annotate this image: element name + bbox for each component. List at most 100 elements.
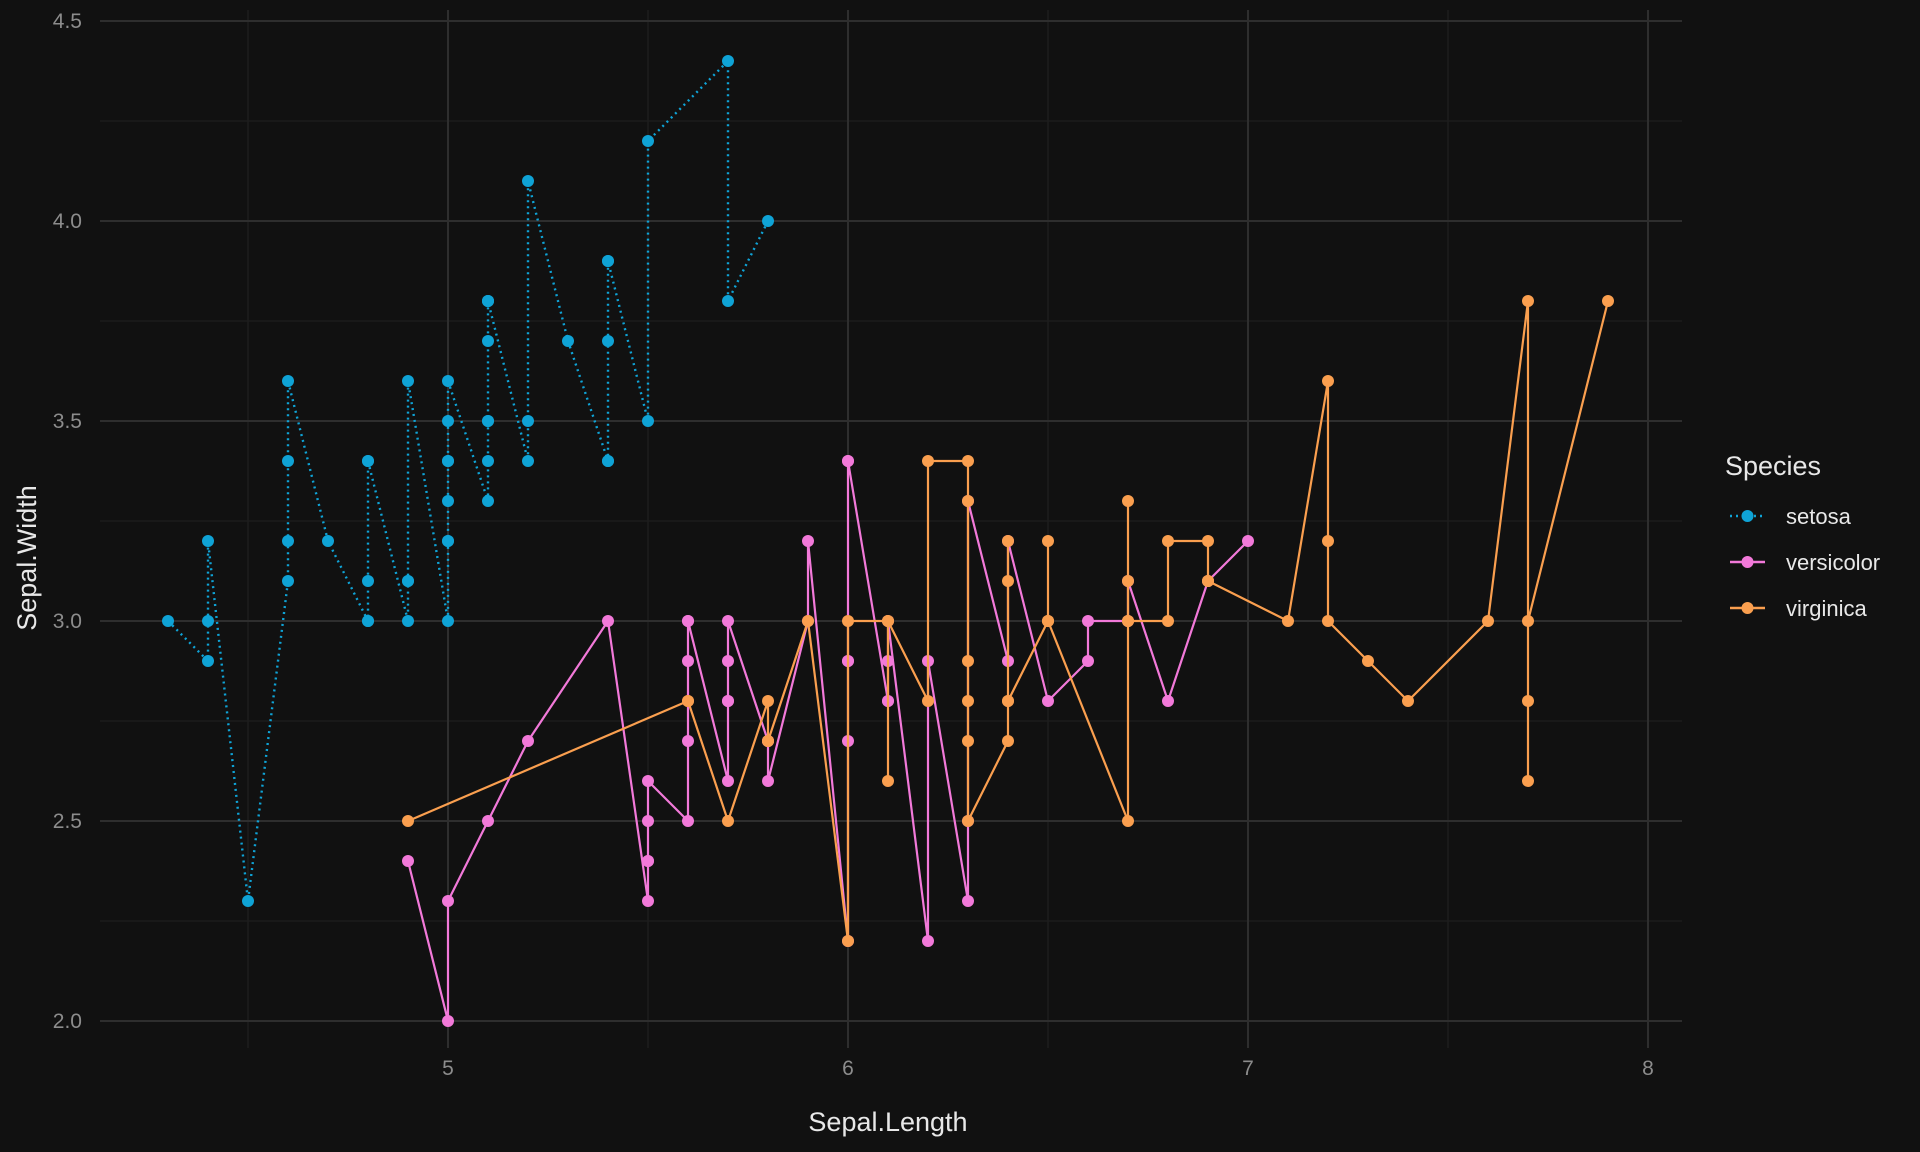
- data-point-virginica: [1522, 775, 1534, 787]
- series-line-virginica: [407, 299, 1610, 943]
- x-axis-ticks: 5 6 7 8: [442, 1057, 1654, 1080]
- data-point-setosa: [362, 615, 374, 627]
- data-point-virginica: [1522, 695, 1534, 707]
- data-point-virginica: [1122, 615, 1134, 627]
- legend-item-virginica: virginica: [1730, 596, 1867, 621]
- data-point-setosa: [282, 455, 294, 467]
- data-point-setosa: [442, 495, 454, 507]
- data-point-virginica: [962, 815, 974, 827]
- legend-key-point: [1741, 510, 1754, 522]
- data-point-versicolor: [1242, 535, 1254, 547]
- y-tick-label: 4.5: [53, 10, 82, 33]
- data-point-virginica: [1482, 615, 1494, 627]
- data-point-versicolor: [642, 895, 654, 907]
- data-point-versicolor: [682, 615, 694, 627]
- data-point-setosa: [722, 55, 734, 67]
- y-axis-title: Sepal.Width: [12, 485, 42, 631]
- data-point-setosa: [442, 615, 454, 627]
- data-point-virginica: [1522, 615, 1534, 627]
- legend-label: setosa: [1786, 504, 1852, 529]
- data-point-virginica: [962, 735, 974, 747]
- data-point-virginica: [962, 655, 974, 667]
- data-point-setosa: [762, 215, 774, 227]
- data-point-versicolor: [642, 775, 654, 787]
- y-tick-label: 2.5: [53, 810, 82, 833]
- data-point-setosa: [362, 575, 374, 587]
- data-point-virginica: [1002, 735, 1014, 747]
- data-point-versicolor: [722, 655, 734, 667]
- data-point-virginica: [1122, 575, 1134, 587]
- legend-key-point: [1741, 556, 1754, 568]
- x-tick-label: 8: [1642, 1057, 1654, 1080]
- data-point-virginica: [1042, 535, 1054, 547]
- x-tick-label: 5: [442, 1057, 454, 1080]
- legend-label: virginica: [1786, 596, 1867, 621]
- data-point-versicolor: [602, 615, 614, 627]
- data-point-setosa: [442, 535, 454, 547]
- data-point-virginica: [1002, 535, 1014, 547]
- data-point-setosa: [322, 535, 334, 547]
- y-tick-label: 3.5: [53, 410, 82, 433]
- data-point-virginica: [962, 495, 974, 507]
- data-point-virginica: [882, 775, 894, 787]
- data-point-versicolor: [1042, 695, 1054, 707]
- data-point-virginica: [1522, 295, 1534, 307]
- legend-key-point: [1741, 602, 1754, 614]
- data-point-virginica: [1042, 615, 1054, 627]
- data-point-virginica: [1322, 535, 1334, 547]
- data-point-setosa: [162, 615, 174, 627]
- data-point-versicolor: [802, 535, 814, 547]
- data-point-virginica: [882, 615, 894, 627]
- data-point-versicolor: [442, 1015, 454, 1027]
- data-point-virginica: [762, 695, 774, 707]
- data-point-virginica: [842, 615, 854, 627]
- data-point-setosa: [282, 535, 294, 547]
- data-point-virginica: [922, 695, 934, 707]
- data-point-virginica: [1322, 615, 1334, 627]
- data-point-virginica: [762, 735, 774, 747]
- y-tick-label: 4.0: [53, 210, 82, 233]
- legend: Species setosa versicolor virginica: [1725, 451, 1880, 621]
- data-point-versicolor: [962, 895, 974, 907]
- y-tick-label: 2.0: [53, 1010, 82, 1033]
- data-point-setosa: [202, 655, 214, 667]
- x-tick-label: 6: [842, 1057, 854, 1080]
- data-point-versicolor: [682, 655, 694, 667]
- y-axis-ticks: 2.0 2.5 3.0 3.5 4.0 4.5: [53, 10, 82, 1033]
- data-point-virginica: [1602, 295, 1614, 307]
- data-point-setosa: [282, 575, 294, 587]
- data-point-setosa: [522, 415, 534, 427]
- data-point-setosa: [202, 615, 214, 627]
- data-point-virginica: [1122, 495, 1134, 507]
- data-point-setosa: [282, 375, 294, 387]
- data-point-virginica: [402, 815, 414, 827]
- data-point-virginica: [922, 455, 934, 467]
- data-point-setosa: [442, 375, 454, 387]
- data-point-virginica: [682, 695, 694, 707]
- data-point-virginica: [962, 455, 974, 467]
- data-point-versicolor: [722, 615, 734, 627]
- series-virginica: [402, 295, 1614, 947]
- legend-item-versicolor: versicolor: [1730, 550, 1880, 575]
- data-point-virginica: [1162, 615, 1174, 627]
- data-point-virginica: [962, 695, 974, 707]
- data-point-setosa: [602, 455, 614, 467]
- legend-title: Species: [1725, 451, 1821, 481]
- data-point-versicolor: [642, 855, 654, 867]
- data-point-virginica: [1362, 655, 1374, 667]
- data-point-versicolor: [402, 855, 414, 867]
- data-point-setosa: [522, 175, 534, 187]
- x-axis-title: Sepal.Length: [808, 1107, 967, 1137]
- series-line-setosa: [167, 59, 770, 903]
- data-point-versicolor: [682, 735, 694, 747]
- data-point-versicolor: [1162, 695, 1174, 707]
- data-point-setosa: [602, 335, 614, 347]
- legend-label: versicolor: [1786, 550, 1880, 575]
- data-point-versicolor: [682, 815, 694, 827]
- data-point-versicolor: [1082, 655, 1094, 667]
- data-point-setosa: [642, 415, 654, 427]
- data-point-virginica: [1122, 815, 1134, 827]
- data-point-setosa: [642, 135, 654, 147]
- data-point-versicolor: [442, 895, 454, 907]
- data-point-virginica: [1162, 535, 1174, 547]
